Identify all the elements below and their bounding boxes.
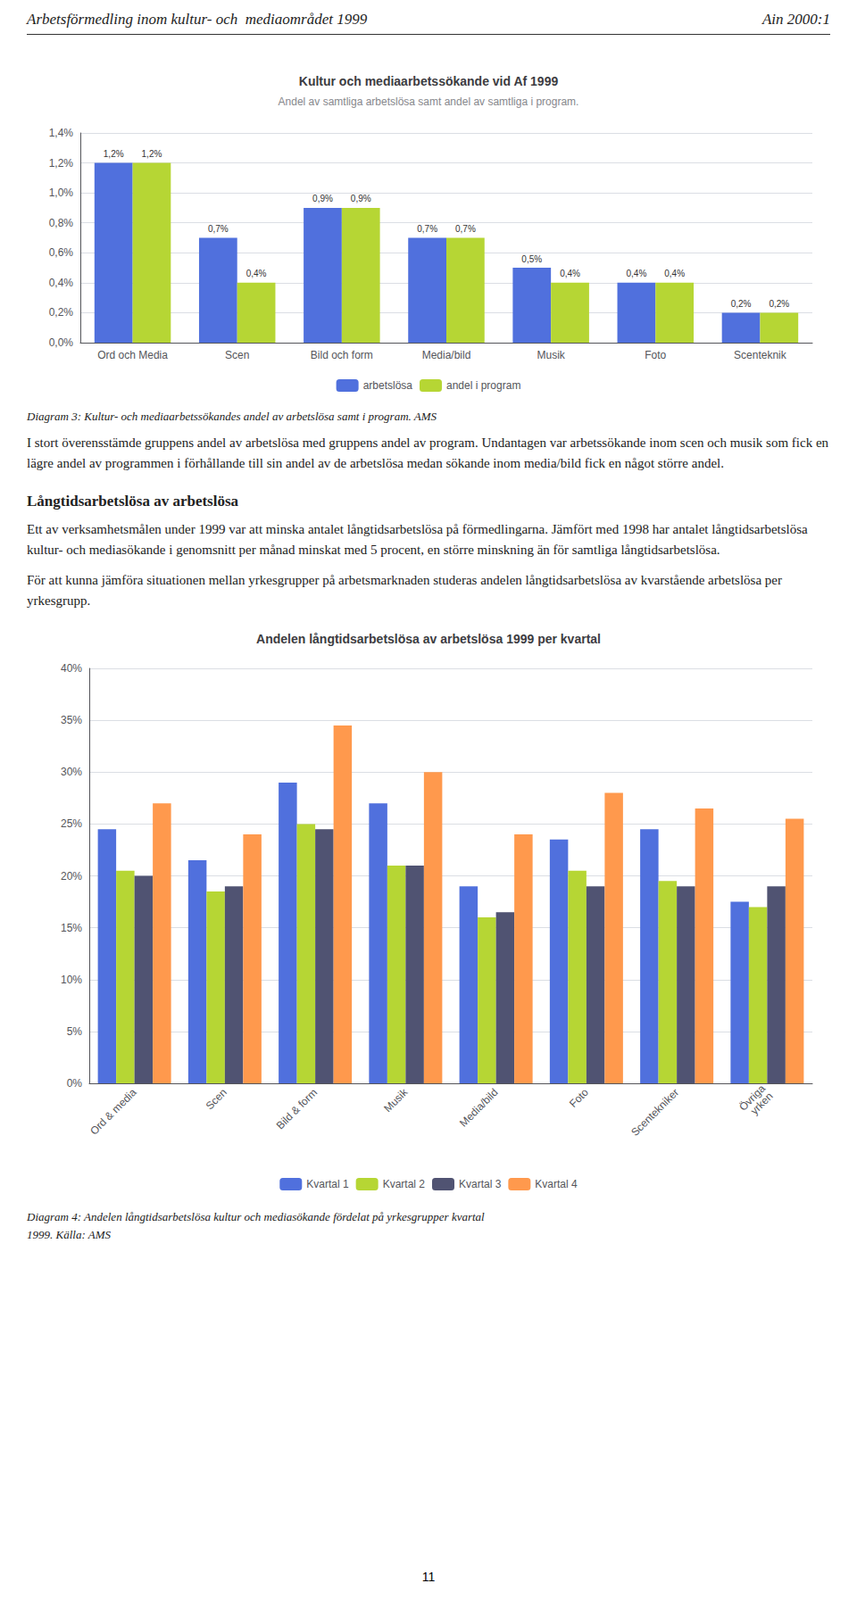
svg-text:10%: 10% xyxy=(60,973,83,987)
svg-text:0,2%: 0,2% xyxy=(49,306,75,319)
svg-text:Ord & media: Ord & media xyxy=(87,1086,140,1139)
html-text:I stort överensstämde gruppens: I stort överensstämde gruppens andel av … xyxy=(26,435,832,471)
html-text:Diagram 3: Kultur- och mediaar: Diagram 3: Kultur- och mediaarbetssökand… xyxy=(26,409,437,424)
svg-text:20%: 20% xyxy=(60,870,83,883)
svg-text:0,9%: 0,9% xyxy=(312,193,333,204)
svg-text:0,4%: 0,4% xyxy=(626,268,648,279)
svg-text:0,4%: 0,4% xyxy=(664,268,685,279)
svg-text:15%: 15% xyxy=(60,922,83,935)
svg-text:Kultur och mediaarbetssökande: Kultur och mediaarbetssökande vid Af 199… xyxy=(299,74,559,89)
svg-text:Bild & form: Bild & form xyxy=(274,1086,320,1132)
html-text:Ett av verksamhetsmålen under: Ett av verksamhetsmålen under 1999 var a… xyxy=(26,522,812,557)
svg-text:Media/bild: Media/bild xyxy=(422,349,472,362)
svg-text:0,8%: 0,8% xyxy=(49,216,75,230)
html-text:11: 11 xyxy=(421,1570,436,1585)
svg-text:Kvartal 4: Kvartal 4 xyxy=(534,1178,578,1191)
svg-text:0,7%: 0,7% xyxy=(416,224,438,234)
svg-text:1,2%: 1,2% xyxy=(49,157,75,170)
svg-text:Andel av samtliga arbetslösa s: Andel av samtliga arbetslösa samt andel … xyxy=(278,95,580,109)
html-text:Ain 2000:1: Ain 2000:1 xyxy=(762,10,831,28)
svg-text:0,0%: 0,0% xyxy=(49,336,75,350)
svg-text:Media/bild: Media/bild xyxy=(457,1086,501,1131)
svg-text:Kvartal 2: Kvartal 2 xyxy=(382,1178,426,1191)
svg-text:Kvartal 1: Kvartal 1 xyxy=(306,1178,350,1191)
svg-text:yrken: yrken xyxy=(748,1089,776,1118)
svg-text:0,7%: 0,7% xyxy=(455,224,476,234)
svg-text:1,0%: 1,0% xyxy=(49,186,75,200)
svg-text:0,4%: 0,4% xyxy=(246,268,267,279)
svg-text:0,5%: 0,5% xyxy=(521,254,542,265)
svg-text:0,2%: 0,2% xyxy=(768,299,790,309)
svg-text:Foto: Foto xyxy=(644,349,666,362)
svg-text:Ord och Media: Ord och Media xyxy=(97,349,168,362)
svg-text:40%: 40% xyxy=(60,662,83,675)
svg-text:0%: 0% xyxy=(66,1077,84,1090)
svg-text:1,2%: 1,2% xyxy=(103,149,125,159)
svg-text:1,4%: 1,4% xyxy=(49,126,75,140)
svg-text:0,9%: 0,9% xyxy=(350,193,372,204)
svg-text:25%: 25% xyxy=(60,817,83,831)
svg-text:Musik: Musik xyxy=(381,1085,411,1115)
svg-text:5%: 5% xyxy=(66,1025,84,1039)
svg-text:Scentekniker: Scentekniker xyxy=(628,1086,682,1140)
svg-text:Andelen långtidsarbetslösa av: Andelen långtidsarbetslösa av arbetslösa… xyxy=(256,632,601,647)
svg-text:0,4%: 0,4% xyxy=(49,276,75,290)
svg-text:Foto: Foto xyxy=(566,1086,591,1111)
svg-text:0,4%: 0,4% xyxy=(559,268,581,279)
svg-text:Scen: Scen xyxy=(203,1086,230,1113)
svg-text:0,2%: 0,2% xyxy=(731,299,752,309)
svg-text:1,2%: 1,2% xyxy=(141,149,163,159)
svg-text:Bild och form: Bild och form xyxy=(310,349,374,362)
svg-text:Kvartal 3: Kvartal 3 xyxy=(458,1178,502,1191)
html-text:Diagram 4: Andelen långtidsarb: Diagram 4: Andelen långtidsarbetslösa ku… xyxy=(26,1210,485,1242)
svg-text:35%: 35% xyxy=(60,714,83,727)
svg-text:Musik: Musik xyxy=(536,349,566,362)
html-text:Långtidsarbetslösa av arbetslö: Långtidsarbetslösa av arbetslösa xyxy=(26,492,239,510)
svg-text:0,6%: 0,6% xyxy=(49,246,75,259)
svg-text:arbetslösa: arbetslösa xyxy=(363,379,414,392)
svg-text:Scenteknik: Scenteknik xyxy=(733,349,788,362)
svg-text:30%: 30% xyxy=(60,765,83,779)
svg-text:Övriga: Övriga xyxy=(736,1082,768,1114)
svg-text:andel i program: andel i program xyxy=(446,379,521,392)
svg-text:Scen: Scen xyxy=(224,349,250,362)
html-text:Arbetsförmedling inom kultur-: Arbetsförmedling inom kultur- och mediao… xyxy=(26,10,368,28)
svg-text:0,7%: 0,7% xyxy=(208,224,229,234)
html-text:För att kunna jämföra situatio: För att kunna jämföra situationen mellan… xyxy=(26,573,786,608)
